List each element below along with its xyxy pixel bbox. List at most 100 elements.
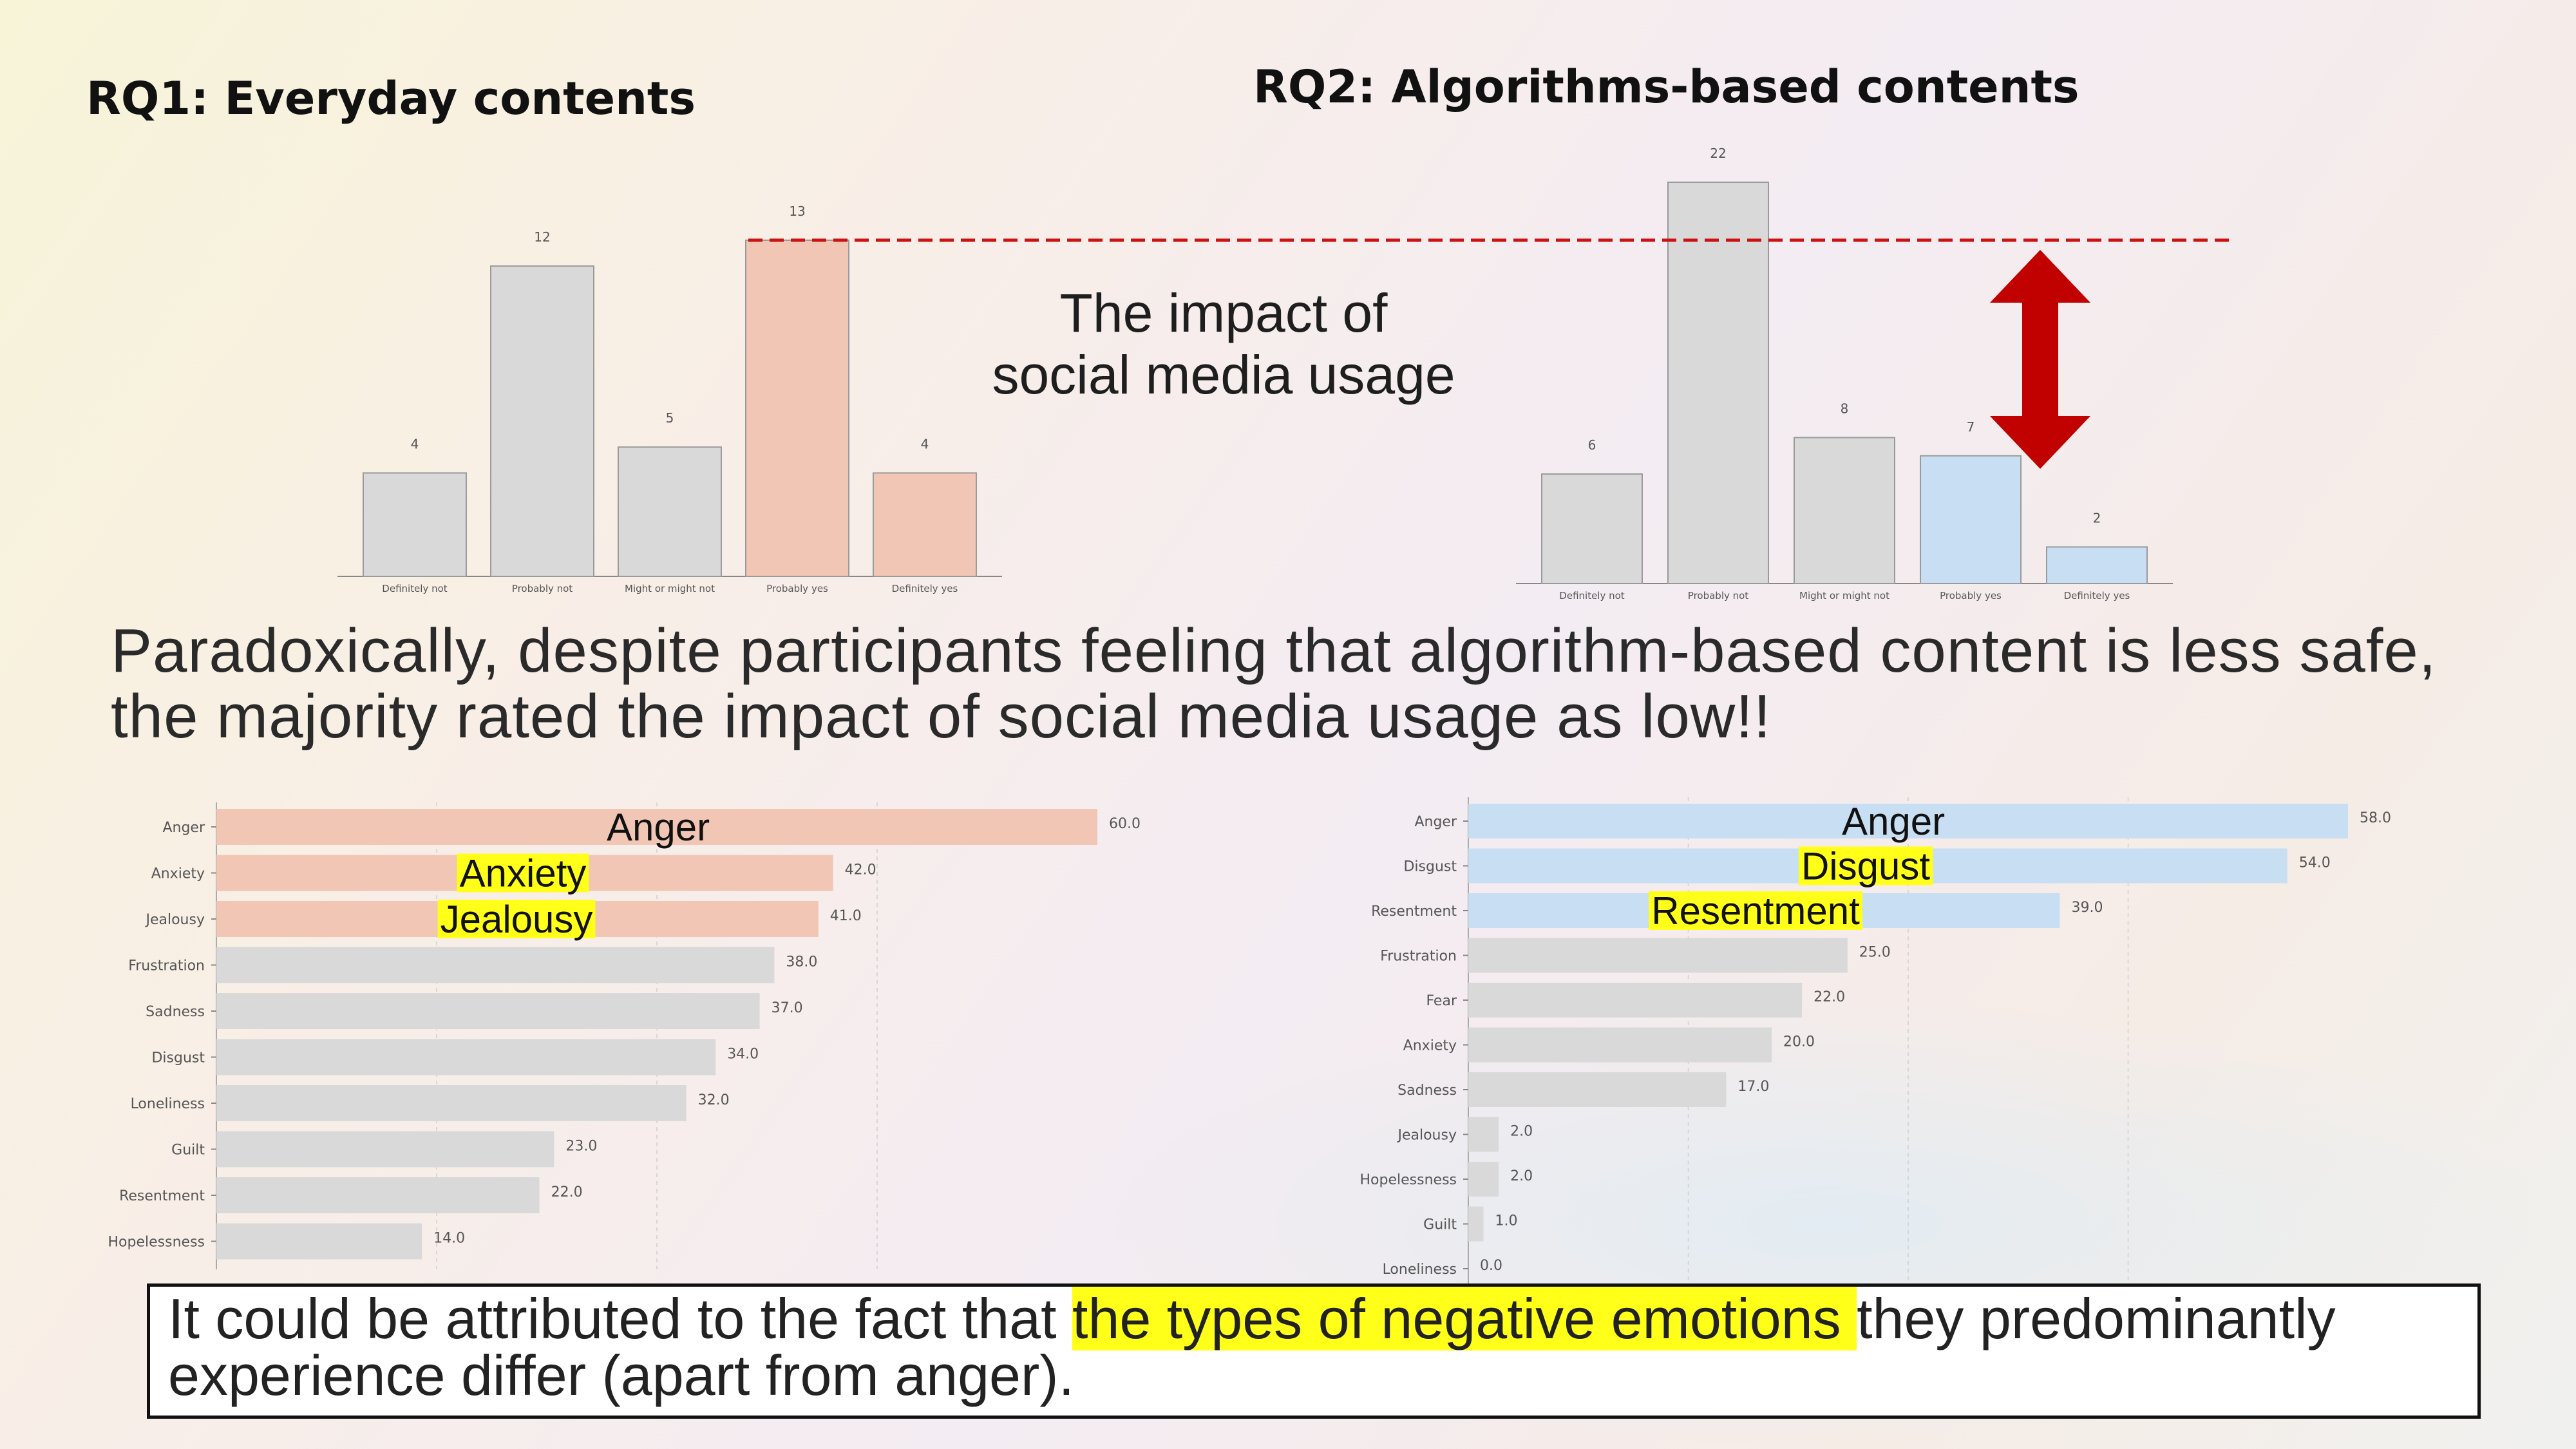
bar-value-label: 23.0 bbox=[565, 1139, 597, 1155]
emotion-highlight-label: Anxiety bbox=[460, 852, 587, 895]
y-tick-label: Frustration bbox=[128, 958, 205, 974]
bar-value-label: 13 bbox=[789, 204, 805, 219]
bar bbox=[1468, 983, 1803, 1018]
rq1-impact-chart: 4 Definitely not 12 Probably not 5 Might or m… bbox=[337, 204, 1002, 594]
y-tick-label: Loneliness bbox=[1383, 1262, 1457, 1278]
bar-value-label: 12 bbox=[534, 229, 550, 245]
emotion-highlight-label: Disgust bbox=[1801, 845, 1930, 888]
y-tick-label: Jealousy bbox=[144, 912, 205, 928]
bar-value-label: 37.0 bbox=[772, 1000, 803, 1016]
bar-value-label: 32.0 bbox=[698, 1092, 730, 1108]
label-highlight-box bbox=[1649, 891, 1863, 930]
bar-value-label: 8 bbox=[1841, 401, 1849, 416]
bar bbox=[216, 993, 760, 1029]
callout-line1: It could be attributed to the fact that … bbox=[168, 1287, 2459, 1350]
conclusion-callout: It could be attributed to the fact that … bbox=[147, 1283, 2481, 1419]
bar-value-label: 60.0 bbox=[1109, 816, 1141, 832]
y-tick-label: Anger bbox=[162, 820, 205, 836]
bar-value-label: 41.0 bbox=[830, 908, 862, 924]
bar-value-label: 1.0 bbox=[1495, 1213, 1518, 1229]
emotion-highlight-label: Anger bbox=[1842, 800, 1945, 843]
y-tick-label: Sadness bbox=[146, 1004, 205, 1020]
bar bbox=[873, 472, 977, 577]
y-tick-label: Anxiety bbox=[1403, 1038, 1457, 1054]
bar bbox=[745, 240, 849, 577]
y-tick-label: Resentment bbox=[1371, 904, 1457, 920]
y-tick-label: Guilt bbox=[171, 1142, 205, 1159]
x-tick-label: Might or might not bbox=[625, 583, 715, 594]
bar bbox=[1468, 1027, 1772, 1063]
y-tick-label: Jealousy bbox=[1396, 1128, 1457, 1144]
x-tick-label: Definitely yes bbox=[892, 583, 958, 594]
bar-value-label: 4 bbox=[411, 436, 419, 451]
bar bbox=[1468, 1206, 1484, 1242]
callout-highlight: the types of negative emotions bbox=[1072, 1287, 1857, 1350]
paradox-statement: Paradoxically, despite participants feel… bbox=[111, 618, 2532, 750]
rq1-emotions-chart: Anger 60.0 Anxiety 42.0 Jealousy 41.0 Frustrat… bbox=[108, 802, 1141, 1269]
bar-value-label: 0.0 bbox=[1480, 1258, 1502, 1274]
x-tick-label: Might or might not bbox=[1799, 590, 1889, 601]
callout-post: they predominantly bbox=[1857, 1287, 2336, 1350]
y-tick-label: Resentment bbox=[119, 1188, 205, 1204]
comparison-dashed-line bbox=[748, 238, 2236, 242]
rq2-impact-chart: 6 Definitely not 22 Probably not 8 Might or m… bbox=[1516, 146, 2173, 601]
impact-label: The impact of social media usage bbox=[921, 282, 1526, 406]
bar-value-label: 17.0 bbox=[1738, 1079, 1769, 1095]
bar-value-label: 14.0 bbox=[433, 1231, 465, 1247]
bar-value-label: 2.0 bbox=[1510, 1168, 1533, 1184]
y-tick-label: Hopelessness bbox=[1360, 1172, 1457, 1188]
bar bbox=[1541, 473, 1643, 584]
label-highlight-box bbox=[457, 853, 589, 893]
bar bbox=[618, 446, 722, 577]
bar bbox=[490, 265, 594, 578]
double-arrow-icon bbox=[1990, 250, 2090, 469]
y-tick-label: Hopelessness bbox=[108, 1235, 205, 1251]
bar-value-label: 22.0 bbox=[1814, 989, 1845, 1005]
bar-value-label: 42.0 bbox=[845, 862, 876, 878]
label-highlight-box bbox=[1798, 846, 1933, 886]
rq2-heading: RQ2: Algorithms-based contents bbox=[1253, 61, 2079, 113]
rq1-heading: RQ1: Everyday contents bbox=[86, 72, 696, 125]
label-highlight-box bbox=[437, 900, 596, 938]
y-tick-label: Anxiety bbox=[151, 866, 205, 882]
bar bbox=[1468, 1072, 1727, 1107]
x-tick-label: Definitely yes bbox=[2064, 590, 2130, 601]
bar-value-label: 25.0 bbox=[1859, 945, 1891, 961]
x-tick-label: Definitely not bbox=[1559, 590, 1625, 601]
bar bbox=[363, 472, 467, 577]
y-tick-label: Sadness bbox=[1397, 1083, 1457, 1099]
bar-value-label: 2 bbox=[2093, 510, 2101, 526]
emotion-highlight-label: Resentment bbox=[1651, 889, 1860, 933]
bar-value-label: 20.0 bbox=[1783, 1034, 1815, 1050]
bar-value-label: 22.0 bbox=[551, 1184, 583, 1200]
impact-label-line1: The impact of bbox=[1059, 283, 1388, 343]
y-tick-label: Disgust bbox=[151, 1050, 205, 1066]
callout-pre: It could be attributed to the fact that bbox=[168, 1287, 1073, 1350]
paradox-line1: Paradoxically, despite participants feel… bbox=[111, 616, 2437, 685]
bar bbox=[1794, 437, 1895, 585]
bar bbox=[216, 1131, 554, 1168]
x-tick-label: Probably not bbox=[512, 583, 573, 594]
bar-value-label: 54.0 bbox=[2299, 855, 2331, 871]
emotion-highlight-label: Jealousy bbox=[440, 898, 593, 941]
x-tick-label: Definitely not bbox=[382, 583, 448, 594]
bar-value-label: 22 bbox=[1710, 146, 1726, 161]
bar bbox=[1468, 1117, 1499, 1152]
bar-value-label: 4 bbox=[921, 436, 929, 451]
bar bbox=[216, 1085, 687, 1121]
bar-value-label: 7 bbox=[1967, 419, 1975, 435]
bar bbox=[1468, 1162, 1499, 1197]
bar-value-label: 39.0 bbox=[2072, 900, 2103, 916]
y-tick-label: Frustration bbox=[1380, 949, 1457, 965]
x-tick-label: Probably yes bbox=[1940, 590, 2002, 601]
bar bbox=[1468, 804, 2348, 838]
y-tick-label: Disgust bbox=[1403, 859, 1457, 875]
bar bbox=[1468, 938, 1848, 973]
bar bbox=[216, 809, 1097, 845]
y-tick-label: Fear bbox=[1426, 993, 1457, 1009]
x-tick-label: Probably not bbox=[1688, 590, 1749, 601]
bar bbox=[216, 1223, 422, 1260]
bar-value-label: 2.0 bbox=[1510, 1124, 1533, 1140]
emotion-highlight-label: Anger bbox=[607, 806, 710, 849]
bar bbox=[216, 1039, 716, 1075]
